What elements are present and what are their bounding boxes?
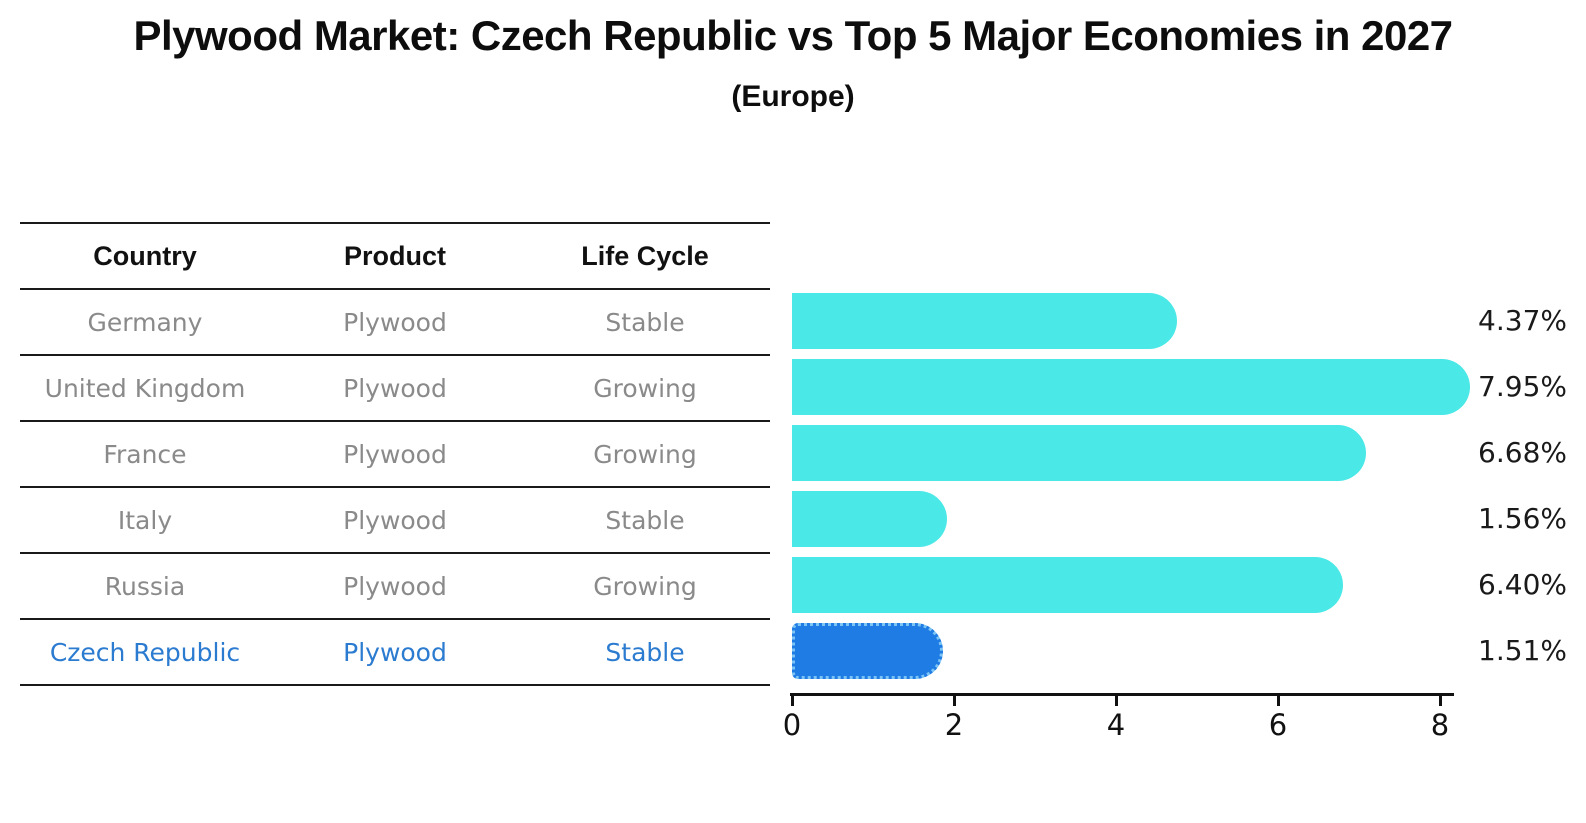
life-cycle-cell: Growing	[593, 373, 697, 403]
column-header-country: Country	[93, 240, 197, 271]
x-axis-tick-label: 4	[1106, 708, 1126, 742]
table-row-czech-republic: Czech Republic Plywood Stable	[20, 620, 770, 686]
country-cell: Czech Republic	[49, 637, 241, 667]
x-axis-tick-label: 0	[782, 708, 802, 742]
product-cell: Plywood	[343, 439, 447, 469]
bar-france	[792, 425, 1366, 481]
value-label-czech-republic: 1.51%	[1478, 634, 1567, 667]
bar-row	[792, 288, 1492, 354]
table-row-germany: Germany Plywood Stable	[20, 290, 770, 356]
country-table: Country Product Life Cycle Germany Plywo…	[20, 222, 770, 686]
x-axis-tick	[953, 696, 956, 706]
country-cell: Russia	[104, 571, 186, 601]
chart-subtitle: (Europe)	[731, 80, 855, 113]
column-header-product: Product	[343, 240, 446, 271]
table-row-united-kingdom: United Kingdom Plywood Growing	[20, 356, 770, 422]
bar-row	[792, 486, 1492, 552]
bar-germany	[792, 293, 1177, 349]
table-header-row: Country Product Life Cycle	[20, 224, 770, 290]
x-axis-tick	[1439, 696, 1442, 706]
product-cell: Plywood	[343, 373, 447, 403]
country-cell: Germany	[87, 307, 203, 337]
x-axis-tick-label: 8	[1430, 708, 1450, 742]
value-label-italy: 1.56%	[1478, 502, 1567, 535]
x-axis: 0 2 4 6 8	[783, 693, 1510, 763]
bar-row	[792, 552, 1492, 618]
value-label-russia: 6.40%	[1478, 568, 1567, 601]
x-axis-tick-label: 6	[1268, 708, 1288, 742]
table-row-italy: Italy Plywood Stable	[20, 488, 770, 554]
life-cycle-cell: Stable	[605, 637, 685, 667]
column-header-life-cycle: Life Cycle	[581, 240, 709, 271]
life-cycle-cell: Stable	[605, 307, 685, 337]
life-cycle-cell: Growing	[593, 439, 697, 469]
bar-czech-republic	[792, 623, 943, 679]
value-label-united-kingdom: 7.95%	[1478, 370, 1567, 403]
product-cell: Plywood	[343, 505, 447, 535]
country-cell: Italy	[117, 505, 173, 535]
x-axis-tick	[791, 696, 794, 706]
x-axis-line	[790, 693, 1454, 696]
life-cycle-cell: Growing	[593, 571, 697, 601]
bar-row	[792, 618, 1492, 684]
country-cell: United Kingdom	[44, 373, 246, 403]
x-axis-tick	[1115, 696, 1118, 706]
x-axis-tick	[1277, 696, 1280, 706]
bar-russia	[792, 557, 1343, 613]
country-cell: France	[103, 439, 187, 469]
product-cell: Plywood	[343, 571, 447, 601]
bar-plot-area	[792, 288, 1492, 684]
bar-row	[792, 420, 1492, 486]
product-cell: Plywood	[343, 307, 447, 337]
value-label-germany: 4.37%	[1478, 304, 1567, 337]
table-row-russia: Russia Plywood Growing	[20, 554, 770, 620]
table-row-france: France Plywood Growing	[20, 422, 770, 488]
x-axis-tick-label: 2	[944, 708, 964, 742]
value-label-column: 4.37% 7.95% 6.68% 1.56% 6.40% 1.51%	[1447, 288, 1567, 684]
chart-title: Plywood Market: Czech Republic vs Top 5 …	[133, 12, 1453, 59]
bar-italy	[792, 491, 947, 547]
life-cycle-cell: Stable	[605, 505, 685, 535]
bar-united-kingdom	[792, 359, 1470, 415]
bar-row	[792, 354, 1492, 420]
product-cell: Plywood	[343, 637, 447, 667]
value-label-france: 6.68%	[1478, 436, 1567, 469]
